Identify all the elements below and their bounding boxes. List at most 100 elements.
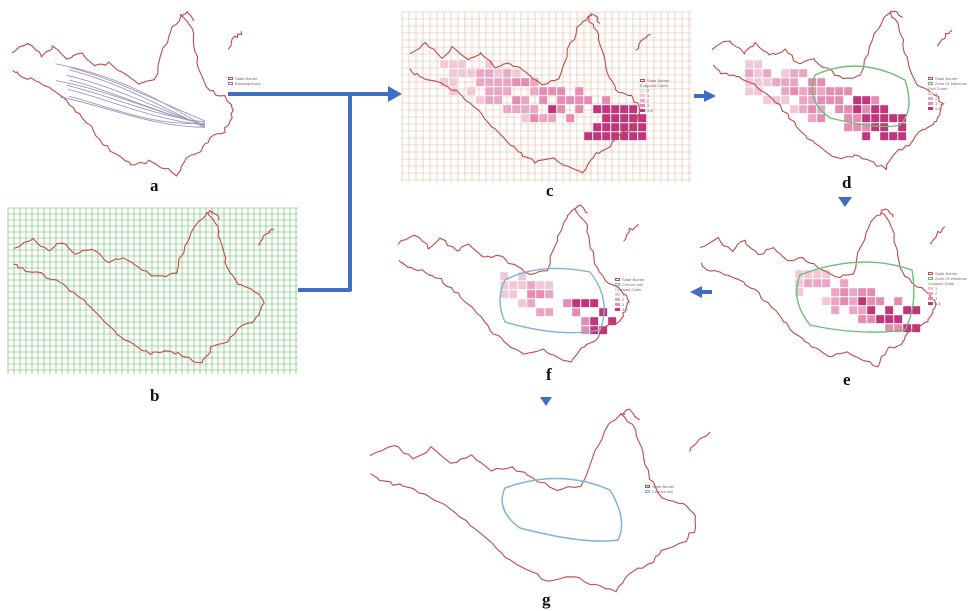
panel-d-cell [807,113,817,123]
legend-swatch [928,287,933,290]
legend-item: 3 [647,103,650,108]
panel-f-cell [544,289,554,299]
legend-item: 1 [935,91,938,96]
panel-d-state-border [711,11,945,171]
panel-f-cell [589,298,599,308]
panel-c-cell [475,68,485,78]
arrowhead-g [540,397,552,406]
panel-e-state-border [699,211,937,368]
panel-c-cell [574,86,584,96]
panel-d-cell [879,113,889,123]
legend-swatch [928,302,933,305]
legend-item: 2 [647,98,650,103]
panel-f-cell [544,307,554,317]
legend-item: 1 [647,93,650,98]
panel-d-cell [762,77,772,87]
legend-d: State Border Zone Of Influence Grid Coun… [928,76,967,111]
panel-label-b: b [150,386,160,405]
trajectory-line [68,95,206,125]
panel-f-cell [526,289,536,299]
panel-c-cell [547,104,557,114]
panel-b-state-border [13,211,265,364]
panel-d-cell [798,104,808,114]
panel-d-cell [780,95,790,105]
panel-d-cell [753,59,763,69]
legend-swatch [640,109,645,112]
panel-label-e: e [843,370,851,389]
legend-swatch [615,278,620,281]
panel-d-cell [780,86,790,96]
panel-g-convex-hull [501,477,623,542]
panel-c-cell [637,122,647,132]
panel-d-cell [744,86,754,96]
panel-d-cell [771,77,781,87]
legend-a: State Border Backtrajectory [228,76,260,86]
panel-c-cell [556,86,566,96]
legend-item: 3 [935,101,938,106]
legend-swatch [928,277,933,280]
legend-item: Convex hull [622,282,643,287]
panel-e-cell [821,278,831,288]
panel-e-cell [839,287,849,297]
panel-f-cell [571,307,581,317]
panel-b-border-tail [257,228,275,246]
legend-swatch [615,293,620,296]
panel-d-cell [843,104,853,114]
panel-c-cell [556,95,566,105]
panel-c-cell [520,113,530,123]
legend-item: State Border [935,76,958,81]
legend-item: Zone Of Influence [935,81,967,86]
panel-e-cell [830,287,840,297]
arrowhead-c [388,86,402,102]
panel-d-cell [861,131,871,141]
panel-d-cells [744,59,907,141]
legend-swatch [928,107,933,110]
legend-item: 2 [935,96,938,101]
panel-c-cell [565,113,575,123]
panel-c-cell [502,104,512,114]
panel-d-cell [816,95,826,105]
legend-item: Backtrajectory [235,81,261,86]
panel-d-cell [870,122,880,132]
panel-c-cell [502,86,512,96]
panel-d-cell [888,131,898,141]
panel-e-border-tail [929,226,946,245]
panel-d-zone-of-influence [811,65,910,128]
panel-e-cell [857,305,867,315]
panel-label-a: a [150,176,159,195]
panel-e-cell [812,269,822,279]
panel-c-cell [583,95,593,105]
panel-f-cell [526,280,536,290]
legend-item: State Border [622,277,645,282]
panel-d-cell [816,77,826,87]
panel-c-cell [520,95,530,105]
panel-e-cell [875,296,885,306]
panel-d-cell [744,68,754,78]
panel-d-cell [879,122,889,132]
panel-f-border-tail [623,223,639,242]
legend-swatch [928,102,933,105]
panel-f-cell [562,298,572,308]
panel-e-zone-of-influence [796,261,915,333]
legend-swatch [615,298,620,301]
panel-d-cell [807,104,817,114]
panel-e-cell [839,296,849,306]
legend-item: 0 [647,88,650,93]
panel-c-cell [502,77,512,87]
panel-f-cell [517,271,527,281]
panel-c-cell [592,122,602,132]
panel-c-cell [466,68,476,78]
legend-swatch [640,104,645,107]
panel-c-cell [520,104,530,114]
panel-c-cell [610,131,620,141]
panel-c-cell [538,86,548,96]
panel-c-cell [610,113,620,123]
panel-d-border-branch [889,9,903,18]
trajectory-line [59,96,206,128]
panel-label-d: d [842,173,852,192]
legend-item: 2 [622,297,625,302]
panel-e-cell [857,296,867,306]
panel-c-cell [592,131,602,141]
